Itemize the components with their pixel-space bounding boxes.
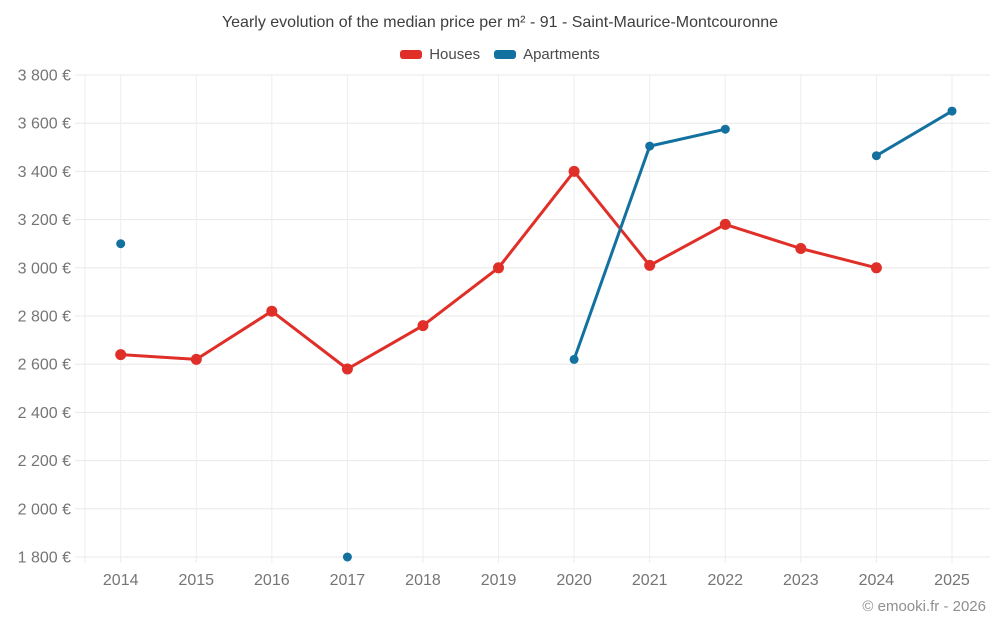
y-axis-tick-label: 2 200 € <box>18 453 71 470</box>
y-axis-tick-label: 3 200 € <box>18 212 71 229</box>
x-axis-tick-label: 2023 <box>783 572 819 589</box>
data-point-houses[interactable] <box>341 363 353 375</box>
y-axis-tick-label: 2 600 € <box>18 357 71 374</box>
data-point-apartments[interactable] <box>116 239 126 249</box>
data-point-houses[interactable] <box>795 243 807 254</box>
x-axis-tick-label: 2021 <box>632 572 668 589</box>
data-point-houses[interactable] <box>417 320 429 332</box>
legend-label-apartments: Apartments <box>523 46 600 63</box>
x-axis-tick-label: 2018 <box>405 572 441 589</box>
data-point-houses[interactable] <box>266 305 278 317</box>
x-axis-tick-label: 2017 <box>330 572 366 589</box>
legend-item-apartments[interactable]: Apartments <box>494 46 600 63</box>
data-point-houses[interactable] <box>190 353 202 365</box>
data-point-houses[interactable] <box>719 218 731 230</box>
x-axis-tick-label: 2024 <box>859 572 895 589</box>
data-point-apartments[interactable] <box>871 151 881 161</box>
y-axis-tick-label: 3 800 € <box>18 68 71 85</box>
houses-series-swatch-icon <box>400 50 423 59</box>
chart-legend: Houses Apartments <box>0 46 1000 63</box>
y-axis-tick-label: 3 400 € <box>18 164 71 181</box>
data-point-apartments[interactable] <box>645 141 655 151</box>
x-axis-tick-label: 2019 <box>481 572 517 589</box>
x-axis-tick-label: 2025 <box>934 572 970 589</box>
y-axis-tick-label: 2 800 € <box>18 309 71 326</box>
data-point-houses[interactable] <box>568 165 580 177</box>
x-axis-tick-label: 2022 <box>707 572 743 589</box>
y-axis-tick-label: 3 000 € <box>18 260 71 277</box>
data-point-houses[interactable] <box>644 259 656 271</box>
legend-item-houses[interactable]: Houses <box>400 46 480 63</box>
chart-title: Yearly evolution of the median price per… <box>221 14 779 31</box>
apartments-series-swatch-icon <box>494 50 517 59</box>
y-axis-tick-label: 2 400 € <box>18 405 71 422</box>
legend-label-houses: Houses <box>429 46 481 63</box>
x-axis-tick-label: 2015 <box>178 572 214 589</box>
data-point-apartments[interactable] <box>569 354 579 364</box>
data-point-houses[interactable] <box>115 349 127 361</box>
data-point-apartments[interactable] <box>720 124 730 134</box>
data-point-apartments[interactable] <box>342 552 352 562</box>
x-axis-tick-label: 2020 <box>556 572 592 589</box>
copyright: © emooki.fr - 2026 <box>862 598 986 615</box>
data-point-houses[interactable] <box>870 262 882 274</box>
data-point-apartments[interactable] <box>947 106 957 116</box>
x-axis-tick-label: 2016 <box>254 572 290 589</box>
x-axis-tick-label: 2014 <box>103 572 139 589</box>
y-axis-tick-label: 2 000 € <box>18 501 71 518</box>
data-point-houses[interactable] <box>493 262 504 274</box>
y-axis-tick-label: 3 600 € <box>18 116 71 133</box>
y-axis-tick-label: 1 800 € <box>18 550 71 567</box>
